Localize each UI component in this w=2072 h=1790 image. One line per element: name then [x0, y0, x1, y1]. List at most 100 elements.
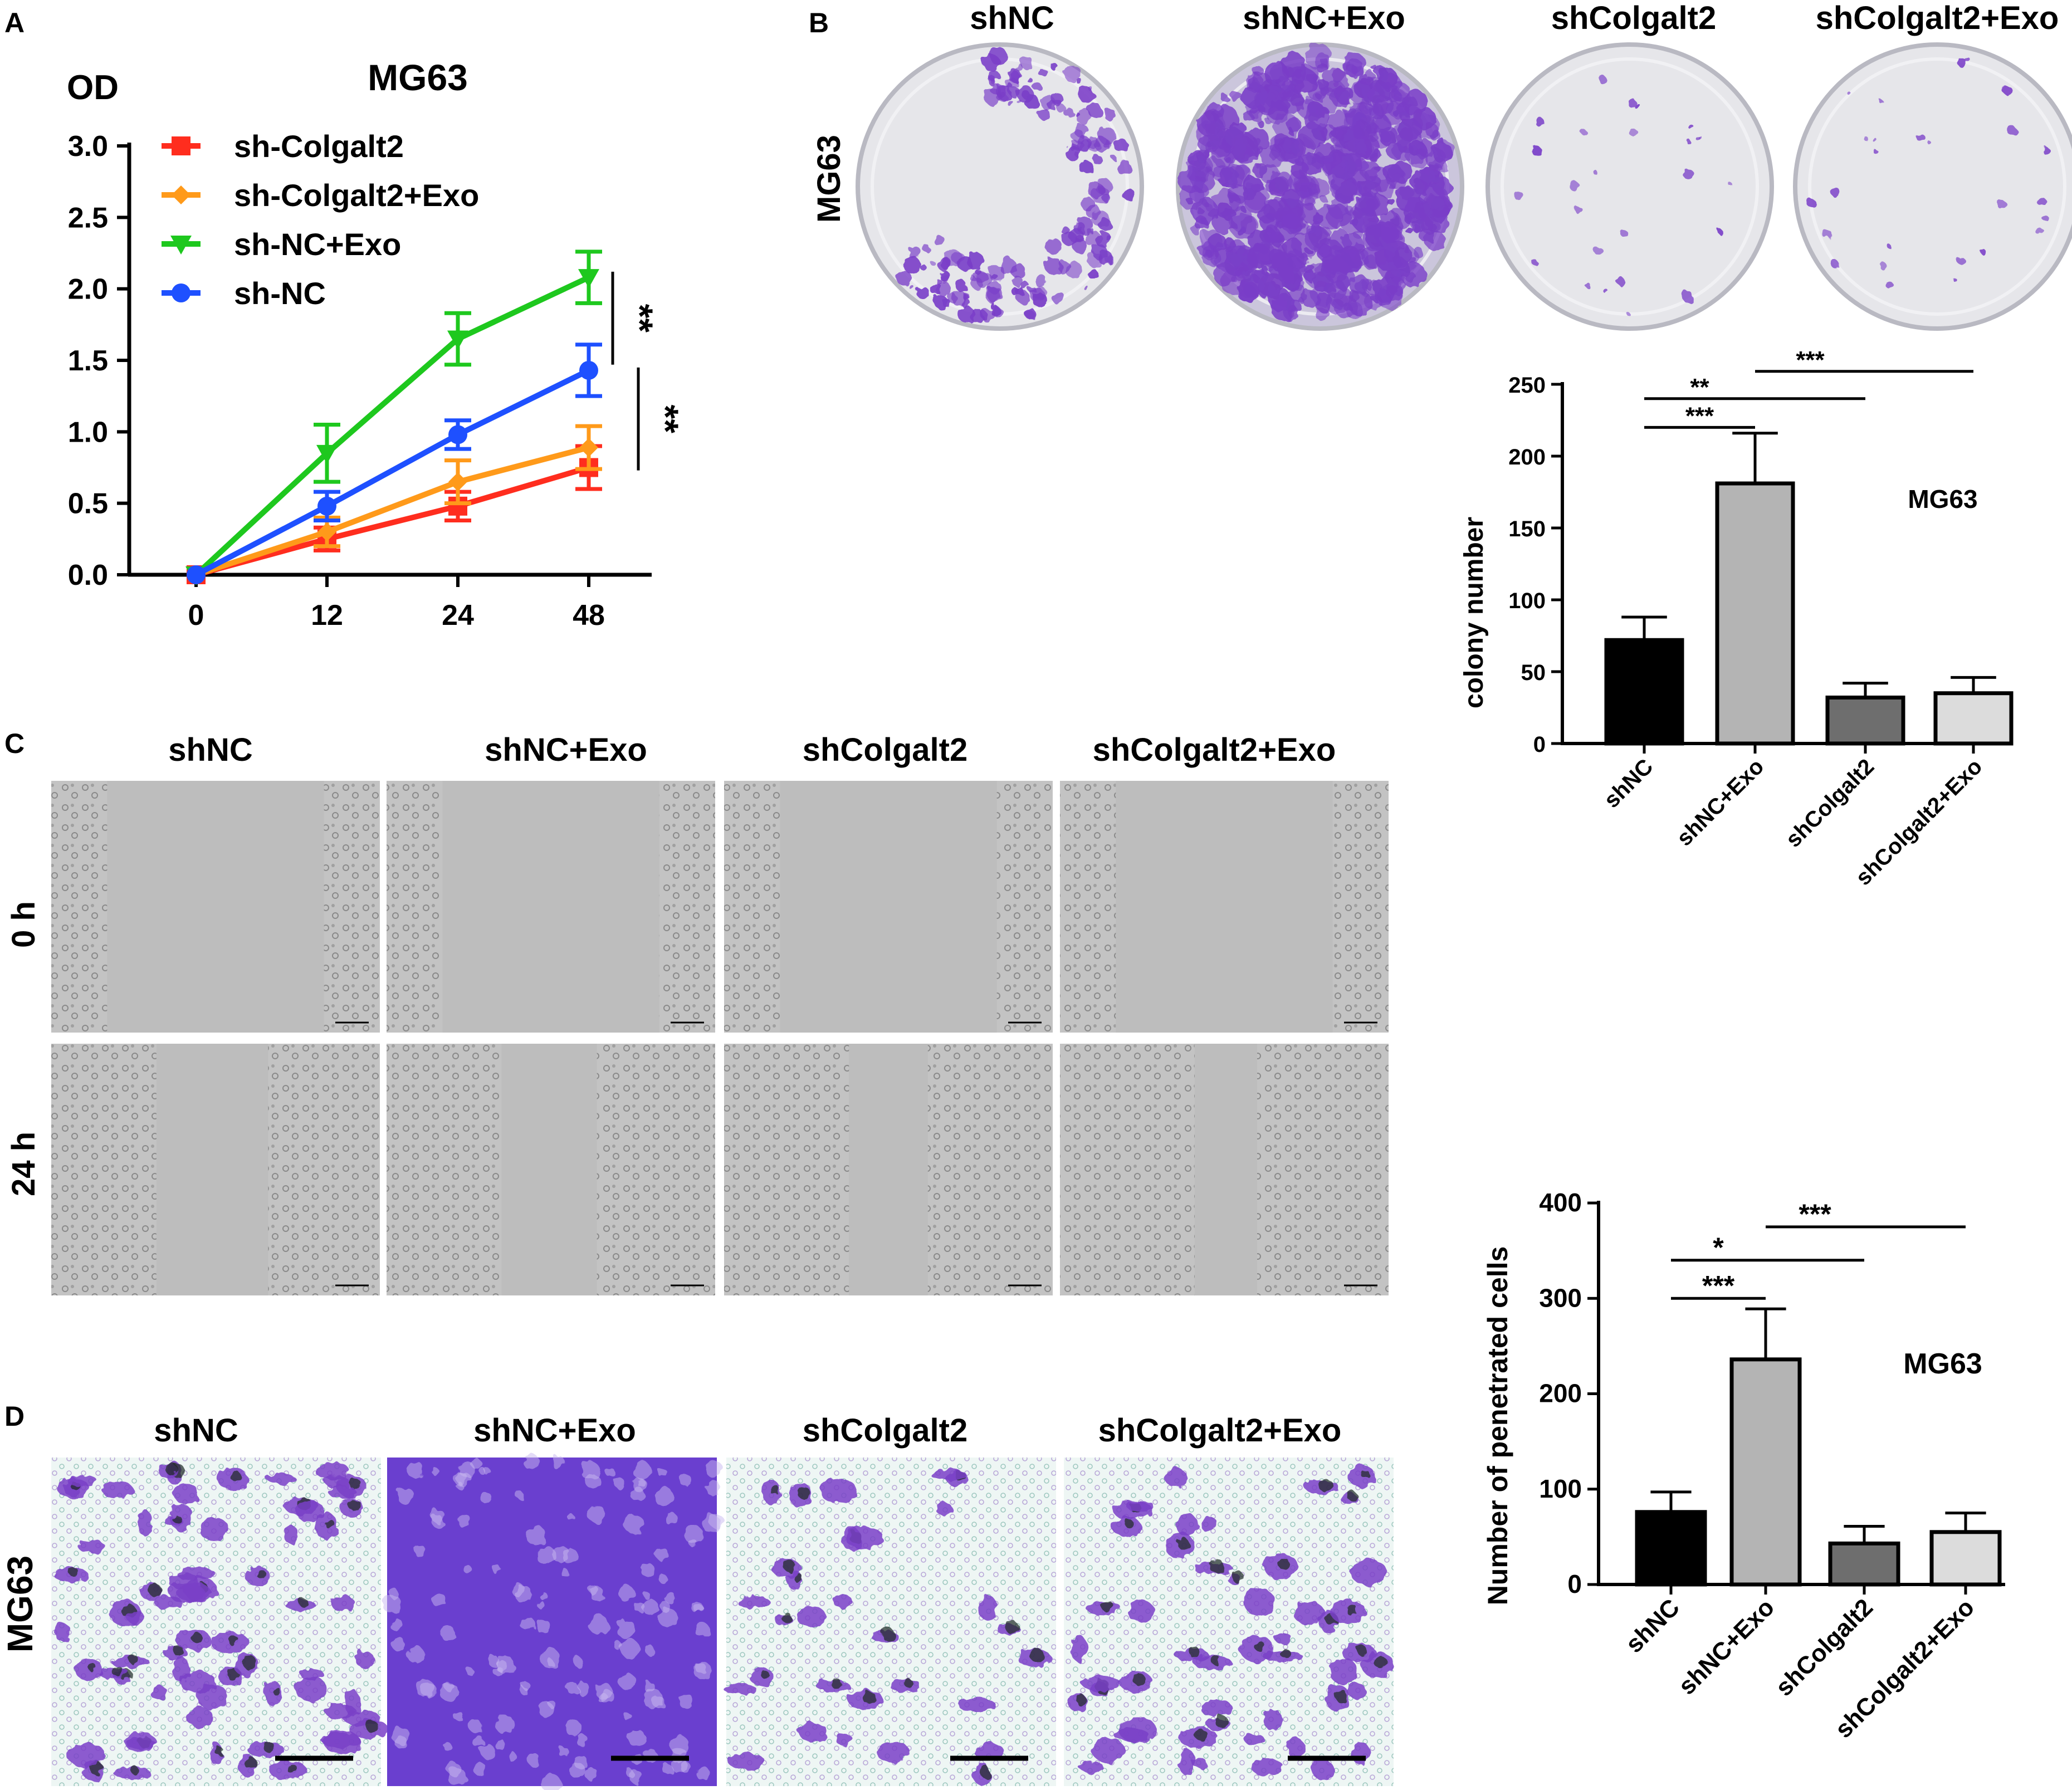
gap [656, 1548, 669, 1561]
colony [1594, 247, 1603, 256]
gap [540, 1592, 548, 1601]
panel-b-header-shnc: shNC [970, 0, 1054, 36]
gap [614, 1478, 625, 1489]
gap [509, 1753, 518, 1762]
colony [1425, 230, 1445, 251]
x-tick-label: shColgalt2 [1770, 1593, 1878, 1701]
membrane [51, 1458, 381, 1786]
colony [1387, 96, 1410, 119]
panel-b-letter: B [809, 7, 829, 38]
colony [1032, 82, 1042, 91]
nucleus [1195, 1729, 1208, 1741]
x-tick-label: 12 [311, 599, 343, 632]
transwell-image [51, 1458, 389, 1786]
bar [1933, 691, 2014, 746]
panel-c-header-shnc-exo: shNC+Exo [485, 732, 647, 768]
gap [487, 1655, 499, 1666]
colony [1255, 268, 1265, 278]
cell [175, 1567, 216, 1580]
gap [431, 1592, 446, 1607]
scratch-image [387, 781, 715, 1033]
colony [1197, 208, 1204, 215]
colony [1070, 143, 1078, 151]
colony [1028, 286, 1036, 294]
nucleus [1375, 1656, 1387, 1669]
colony-dots [1177, 42, 1455, 322]
cell [974, 1743, 1005, 1760]
y-tick-label: 150 [1508, 517, 1546, 541]
cell [1350, 1558, 1387, 1586]
colony [1847, 91, 1851, 95]
gap [414, 1545, 426, 1557]
colony [1228, 193, 1246, 211]
y-tick-label: 250 [1508, 373, 1546, 398]
colony [1058, 261, 1072, 275]
colony [1599, 76, 1607, 84]
colony [1063, 107, 1074, 118]
gap [642, 1598, 658, 1615]
panel-a-letter: A [4, 7, 25, 38]
gap [633, 1601, 644, 1612]
colony [1244, 191, 1267, 213]
chart-title: MG63 [1903, 1348, 1982, 1380]
gap [576, 1682, 590, 1696]
colony [1344, 106, 1357, 119]
cell [300, 1669, 324, 1680]
colony [1965, 57, 1970, 62]
scratch-image [1060, 781, 1389, 1033]
gap [606, 1468, 615, 1478]
y-tick-label: 1.5 [68, 345, 108, 377]
colony [1187, 198, 1194, 206]
gap [537, 1601, 545, 1610]
nucleus [165, 1463, 178, 1475]
colony [2036, 196, 2045, 206]
plate-dish [1485, 42, 1774, 331]
nucleus [69, 1568, 79, 1577]
colony [955, 280, 967, 292]
gap [641, 1563, 655, 1577]
colony [1634, 103, 1641, 110]
gap [695, 1662, 706, 1674]
gap [547, 1659, 554, 1666]
colony [1104, 254, 1114, 263]
colony-dots [896, 47, 1135, 324]
colony [1390, 122, 1414, 146]
gap [664, 1592, 676, 1604]
panel-b-header-shcolgalt2-exo: shColgalt2+Exo [1816, 0, 2059, 36]
stained-cells [53, 1461, 389, 1781]
plate-dish [1793, 42, 2072, 331]
scratch-gap [849, 1044, 928, 1295]
colony [940, 273, 949, 283]
nucleus [111, 1665, 123, 1677]
legend-label: sh-Colgalt2+Exo [234, 178, 479, 213]
gap [519, 1686, 527, 1694]
colony-plate [1793, 42, 2072, 331]
colony [1239, 285, 1257, 303]
colony [1424, 123, 1439, 137]
gap [492, 1565, 501, 1574]
x-tick-label: shNC+Exo [1672, 754, 1768, 850]
colony-plate [1485, 42, 1774, 331]
gap [457, 1514, 471, 1528]
colony [1593, 170, 1598, 175]
cell [724, 1683, 756, 1695]
gap [684, 1525, 703, 1544]
cell [737, 1596, 770, 1608]
y-tick-label: 0.5 [68, 488, 108, 520]
colony [1076, 109, 1092, 125]
colony [1822, 229, 1832, 239]
colony [930, 261, 935, 266]
scratch-gap [1194, 1044, 1257, 1295]
colony [1326, 291, 1349, 315]
cell [1191, 1757, 1207, 1768]
nucleus [1030, 1649, 1044, 1663]
gap [679, 1474, 691, 1486]
colony [1336, 180, 1357, 202]
gap [620, 1639, 639, 1659]
colony [1288, 309, 1297, 319]
colony [1086, 204, 1101, 219]
colony [1038, 108, 1050, 120]
colony [1362, 213, 1379, 229]
cell [798, 1723, 828, 1742]
gap [541, 1773, 561, 1790]
